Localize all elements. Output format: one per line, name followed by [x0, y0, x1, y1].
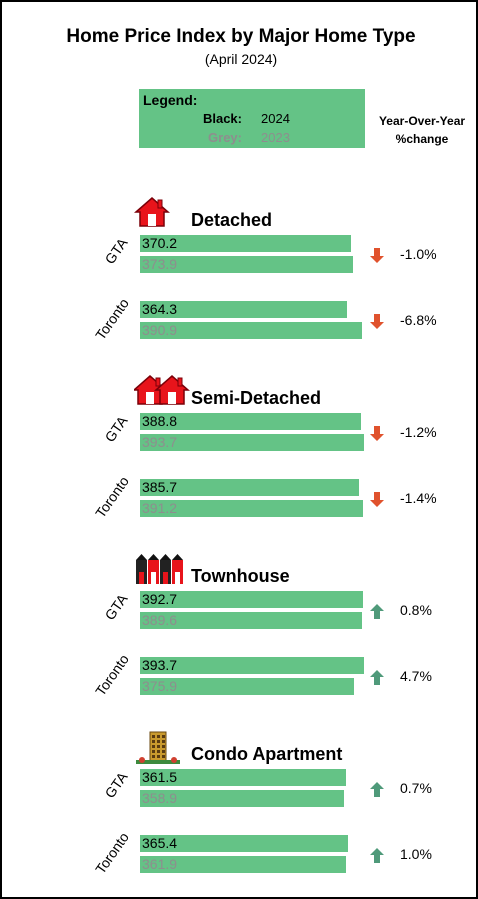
yoy-change-value: -1.4% — [400, 490, 437, 506]
bar-value-label: 389.6 — [142, 612, 178, 628]
bar-2023: 391.2 — [140, 500, 363, 517]
bar-value-label: 358.9 — [142, 790, 178, 806]
bar-2024: 370.2 — [140, 235, 351, 252]
section-title: Semi-Detached — [191, 388, 322, 408]
arrow-down-icon — [369, 313, 385, 330]
arrow-up-icon — [369, 781, 385, 798]
chart-title: Home Price Index by Major Home Type — [66, 26, 416, 47]
arrow-down-icon — [369, 425, 385, 442]
bar-value-label: 365.4 — [142, 835, 178, 851]
chart-subtitle: (April 2024) — [204, 51, 278, 67]
yoy-change-value: 0.8% — [400, 602, 432, 618]
bar-2023: 358.9 — [140, 790, 344, 807]
bar-value-label: 385.7 — [142, 479, 178, 495]
region-label: Toronto — [92, 295, 132, 343]
bar-2023: 375.9 — [140, 678, 354, 695]
legend-black-key: Black: — [202, 111, 242, 126]
yoy-change-value: -6.8% — [400, 312, 437, 328]
bar-2024: 393.7 — [140, 657, 364, 674]
bar-2024: 385.7 — [140, 479, 359, 496]
condo-building-icon — [134, 730, 194, 775]
arrow-up-icon — [369, 603, 385, 620]
arrow-down-icon — [369, 247, 385, 264]
arrow-up-icon — [369, 847, 385, 864]
bar-2023: 361.9 — [140, 856, 346, 873]
yoy-change-value: 4.7% — [400, 668, 432, 684]
bar-2023: 389.6 — [140, 612, 362, 629]
bar-value-label: 370.2 — [142, 235, 178, 251]
section-title: Detached — [191, 210, 273, 230]
legend-black-year: 2024 — [261, 111, 290, 126]
bar-2023: 390.9 — [140, 322, 362, 339]
bar-value-label: 391.2 — [142, 500, 178, 516]
region-label: Toronto — [92, 829, 132, 877]
region-label: Toronto — [92, 473, 132, 521]
bar-value-label: 393.7 — [142, 434, 178, 450]
legend-title: Legend: — [143, 92, 198, 108]
yoy-header: Year-Over-Year %change — [378, 114, 466, 146]
bar-value-label: 390.9 — [142, 322, 178, 338]
bar-2023: 393.7 — [140, 434, 364, 451]
legend-grey-year: 2023 — [261, 130, 290, 145]
bar-value-label: 388.8 — [142, 413, 178, 429]
legend: Legend: Black: 2024 Grey: 2023 — [139, 89, 365, 148]
yoy-change-value: 0.7% — [400, 780, 432, 796]
bar-value-label: 393.7 — [142, 657, 178, 673]
region-label: GTA — [101, 235, 131, 267]
bar-value-label: 361.9 — [142, 856, 178, 872]
townhouse-icon — [134, 552, 194, 597]
region-label: GTA — [101, 591, 131, 623]
bar-value-label: 392.7 — [142, 591, 178, 607]
arrow-up-icon — [369, 669, 385, 686]
semi-detached-icon — [132, 374, 194, 419]
legend-grey-key: Grey: — [208, 130, 242, 145]
region-label: GTA — [101, 769, 131, 801]
section-title: Condo Apartment — [191, 744, 343, 764]
yoy-change-value: -1.2% — [400, 424, 437, 440]
bar-value-label: 375.9 — [142, 678, 178, 694]
bar-value-label: 364.3 — [142, 301, 178, 317]
bar-2024: 388.8 — [140, 413, 361, 430]
bar-2024: 361.5 — [140, 769, 346, 786]
section-title: Townhouse — [191, 566, 290, 586]
bar-2023: 373.9 — [140, 256, 353, 273]
house-icon — [134, 196, 194, 241]
region-label: GTA — [101, 413, 131, 445]
bar-value-label: 373.9 — [142, 256, 178, 272]
arrow-down-icon — [369, 491, 385, 508]
bar-2024: 364.3 — [140, 301, 347, 318]
region-label: Toronto — [92, 651, 132, 699]
yoy-change-value: -1.0% — [400, 246, 437, 262]
bar-2024: 392.7 — [140, 591, 363, 608]
bar-2024: 365.4 — [140, 835, 348, 852]
yoy-change-value: 1.0% — [400, 846, 432, 862]
bar-value-label: 361.5 — [142, 769, 178, 785]
